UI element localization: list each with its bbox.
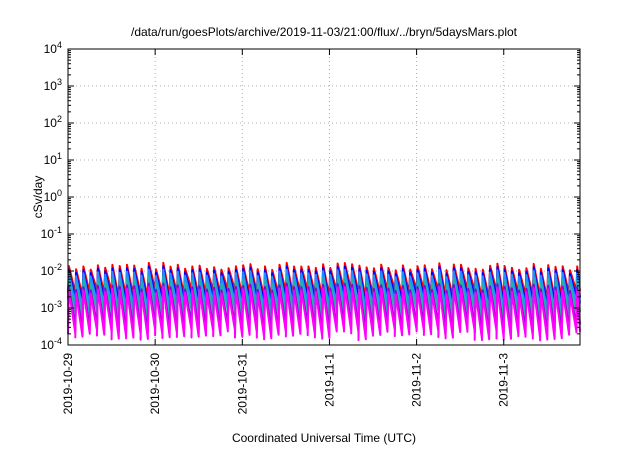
y-tick-exponent: -2 <box>54 262 62 272</box>
y-tick-label: 10-3 <box>41 299 62 315</box>
y-tick-exponent: 1 <box>57 151 62 161</box>
y-tick-label: 102 <box>44 114 62 130</box>
x-tick-label: 2019-10-30 <box>148 353 162 415</box>
y-axis-label: cSv/day <box>31 176 45 219</box>
y-tick-exponent: 3 <box>57 77 62 87</box>
series-line-5 <box>67 286 581 342</box>
x-axis-label: Coordinated Universal Time (UTC) <box>232 431 416 445</box>
x-tick-label: 2019-11-2 <box>410 353 424 407</box>
y-tick-exponent: -3 <box>54 299 62 309</box>
y-tick-exponent: -1 <box>54 225 62 235</box>
x-ticks: 2019-10-29 2019-10-30 2019-10-31 2019-11-1 2… <box>61 49 511 414</box>
y-tick-label: 104 <box>44 40 62 56</box>
x-tick-label: 2019-11-3 <box>497 353 511 407</box>
x-tick-label: 2019-10-29 <box>61 353 75 415</box>
x-tick-label: 2019-10-31 <box>235 353 249 415</box>
y-tick-label: 103 <box>44 77 62 93</box>
y-tick-label: 10-4 <box>41 336 62 352</box>
y-tick-exponent: -4 <box>54 336 62 346</box>
y-tick-exponent: 0 <box>57 188 62 198</box>
y-tick-exponent: 4 <box>57 40 62 50</box>
y-tick-label: 10-1 <box>41 225 62 241</box>
y-tick-label: 100 <box>44 188 62 204</box>
x-tick-label: 2019-11-1 <box>322 353 336 407</box>
y-tick-label: 10-2 <box>41 262 62 278</box>
series-layer <box>67 261 581 342</box>
y-tick-label: 101 <box>44 151 62 167</box>
chart-title: /data/run/goesPlots/archive/2019-11-03/2… <box>131 25 518 39</box>
y-tick-exponent: 2 <box>57 114 62 124</box>
